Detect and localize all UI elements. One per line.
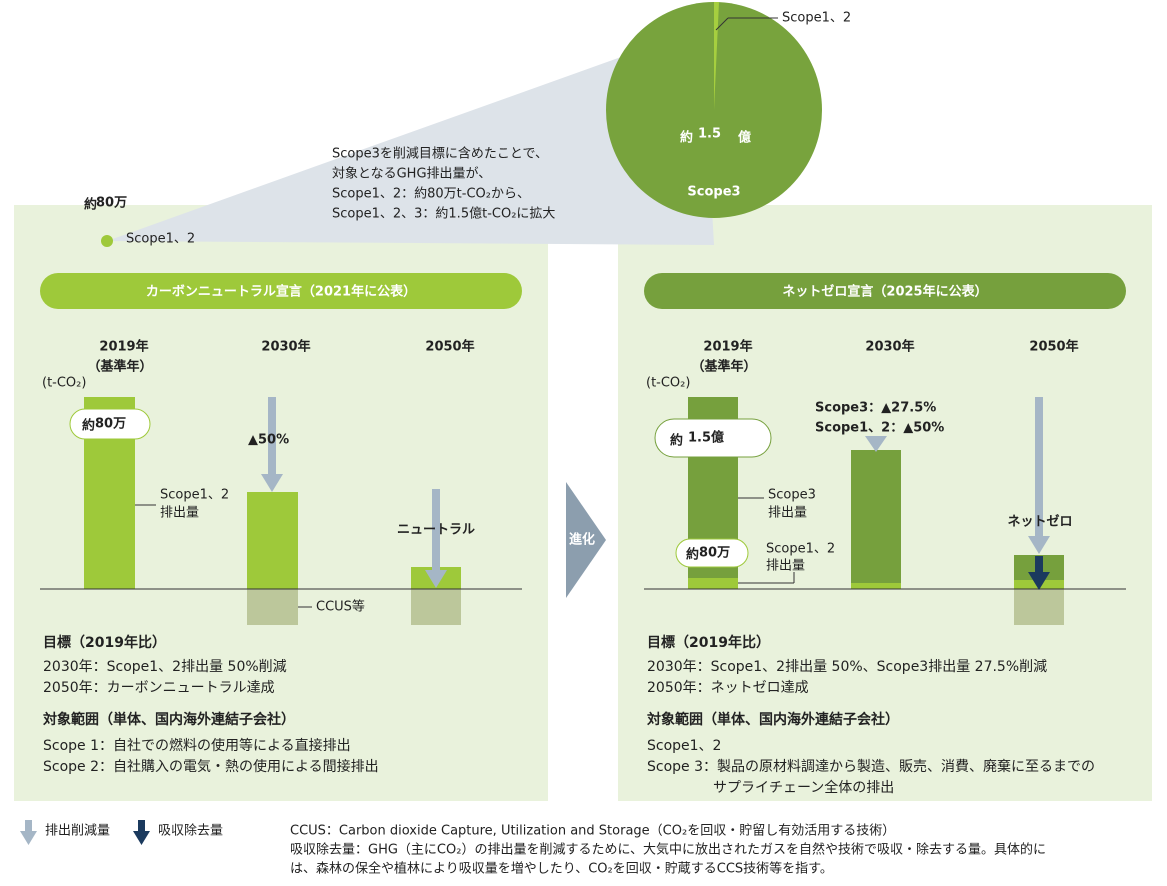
neutral-label: ニュートラル	[397, 523, 475, 538]
bar-label: 排出量	[766, 559, 805, 574]
bar	[247, 492, 298, 589]
base-year: （基準年）	[691, 359, 756, 375]
badge-value: 80万	[699, 546, 730, 561]
small-value: 80万	[96, 196, 127, 211]
reduction-label: Scope3：▲27.5%	[815, 401, 936, 416]
netzero-label: ネットゼロ	[1007, 514, 1072, 530]
legend-label: 排出削減量	[45, 823, 110, 839]
removal-bar	[1014, 589, 1064, 625]
ccus-bar	[247, 589, 298, 625]
scope: Scope 2：自社購入の電気・熱の使用による間接排出	[43, 758, 379, 775]
reduction-arrow-head	[261, 474, 283, 492]
badge-value: 80万	[95, 417, 126, 432]
reduction-arrow	[1035, 397, 1043, 537]
bar	[851, 450, 901, 589]
goal-title: 目標（2019年比）	[43, 634, 166, 651]
ccus-label: CCUS等	[316, 599, 365, 615]
bar-label: 排出量	[160, 506, 199, 521]
base-year: （基準年）	[87, 359, 152, 375]
callout-line: Scope3を削減目標に含めたことで、	[332, 146, 548, 162]
note: 吸収除去量：GHG（主にCO₂）の排出量を削減するために、大気中に放出されたガス…	[290, 842, 1046, 858]
left-header-bg	[40, 273, 522, 309]
reduction-arrow-head	[425, 570, 447, 588]
small-label: Scope1、2	[126, 232, 195, 247]
reduction-arrow	[268, 397, 276, 475]
pie-scope12-label: Scope1、2	[782, 11, 851, 26]
pie-value-prefix: 約	[680, 130, 693, 146]
goal: 2030年：Scope1、2排出量 50%削減	[43, 658, 287, 675]
badge	[654, 418, 772, 458]
removal-arrow	[1035, 556, 1043, 574]
right-header: ネットゼロ宣言（2025年に公表）	[782, 284, 987, 300]
unit: (t-CO₂)	[646, 376, 690, 391]
badge-prefix: 約	[670, 433, 683, 449]
reduction-label: ▲50%	[248, 433, 289, 448]
evolution-arrow	[566, 482, 606, 598]
year-label: 2030年	[261, 339, 310, 355]
goal: 2050年：カーボンニュートラル達成	[43, 680, 275, 696]
bar-label: Scope1、2	[766, 542, 835, 557]
year-label: 2019年	[99, 339, 148, 355]
badge	[675, 538, 749, 568]
scope: Scope1、2	[647, 738, 721, 754]
callout-shape	[107, 28, 714, 245]
year-label: 2019年	[703, 339, 752, 355]
reduction-arrow-head	[865, 436, 887, 452]
small-dot	[101, 235, 113, 247]
goal: 2050年：ネットゼロ達成	[647, 680, 809, 696]
year-label: 2030年	[865, 339, 914, 355]
legend-icon	[138, 820, 145, 832]
ccus-bar	[411, 589, 461, 625]
pie-value-unit: 億	[738, 130, 751, 146]
year-label: 2050年	[425, 339, 474, 355]
pie-value: 1.5	[698, 127, 721, 142]
legend-label: 吸収除去量	[158, 824, 223, 839]
scope: サプライチェーン全体の排出	[713, 779, 894, 796]
bar-scope12	[688, 578, 738, 589]
callout-line: Scope1、2、3：約1.5億t-CO₂に拡大	[332, 206, 555, 222]
legend-icon	[25, 820, 32, 832]
scope-title: 対象範囲（単体、国内海外連結子会社）	[646, 711, 899, 728]
reduction-arrow-head	[1028, 536, 1050, 554]
badge-prefix: 約	[686, 547, 699, 563]
small-value-prefix: 約	[84, 197, 97, 213]
badge-prefix: 約	[82, 418, 95, 434]
unit: (t-CO₂)	[42, 376, 86, 391]
note: は、森林の保全や植林により吸収量を増やしたり、CO₂を回収・貯蔵するCCS技術等…	[290, 861, 833, 877]
right-header-bg	[644, 273, 1126, 309]
scope: Scope 3：製品の原材料調達から製造、販売、消費、廃棄に至るまでの	[647, 758, 1095, 775]
callout-line: Scope1、2：約80万t-CO₂から、	[332, 187, 530, 202]
scope: Scope 1：自社での燃料の使用等による直接排出	[43, 737, 351, 754]
badge	[69, 408, 151, 440]
reduction-arrow	[432, 489, 440, 571]
reduction-label: Scope1、2：▲50%	[815, 421, 944, 436]
pie-slice	[714, 1, 719, 111]
pie-label: Scope3	[687, 185, 740, 200]
bar-scope12	[851, 583, 901, 589]
legend-icon	[133, 831, 150, 845]
goal-title: 目標（2019年比）	[647, 634, 770, 651]
bar-label: 排出量	[768, 506, 807, 521]
badge-value: 1.5億	[688, 430, 724, 446]
bar-label: Scope1、2	[160, 488, 229, 503]
bar-label: Scope3	[768, 488, 816, 503]
evolution-label: 進化	[569, 532, 595, 548]
removal-arrow-head	[1028, 572, 1050, 590]
year-label: 2050年	[1029, 339, 1078, 355]
callout-line: 対象となるGHG排出量が、	[332, 167, 491, 182]
note: CCUS：Carbon dioxide Capture, Utilization…	[290, 824, 895, 839]
left-header: カーボンニュートラル宣言（2021年に公表）	[146, 284, 416, 300]
legend-icon	[20, 831, 37, 845]
scope-title: 対象範囲（単体、国内海外連結子会社）	[42, 711, 295, 728]
leader	[715, 17, 729, 31]
goal: 2030年：Scope1、2排出量 50%、Scope3排出量 27.5%削減	[647, 658, 1047, 675]
